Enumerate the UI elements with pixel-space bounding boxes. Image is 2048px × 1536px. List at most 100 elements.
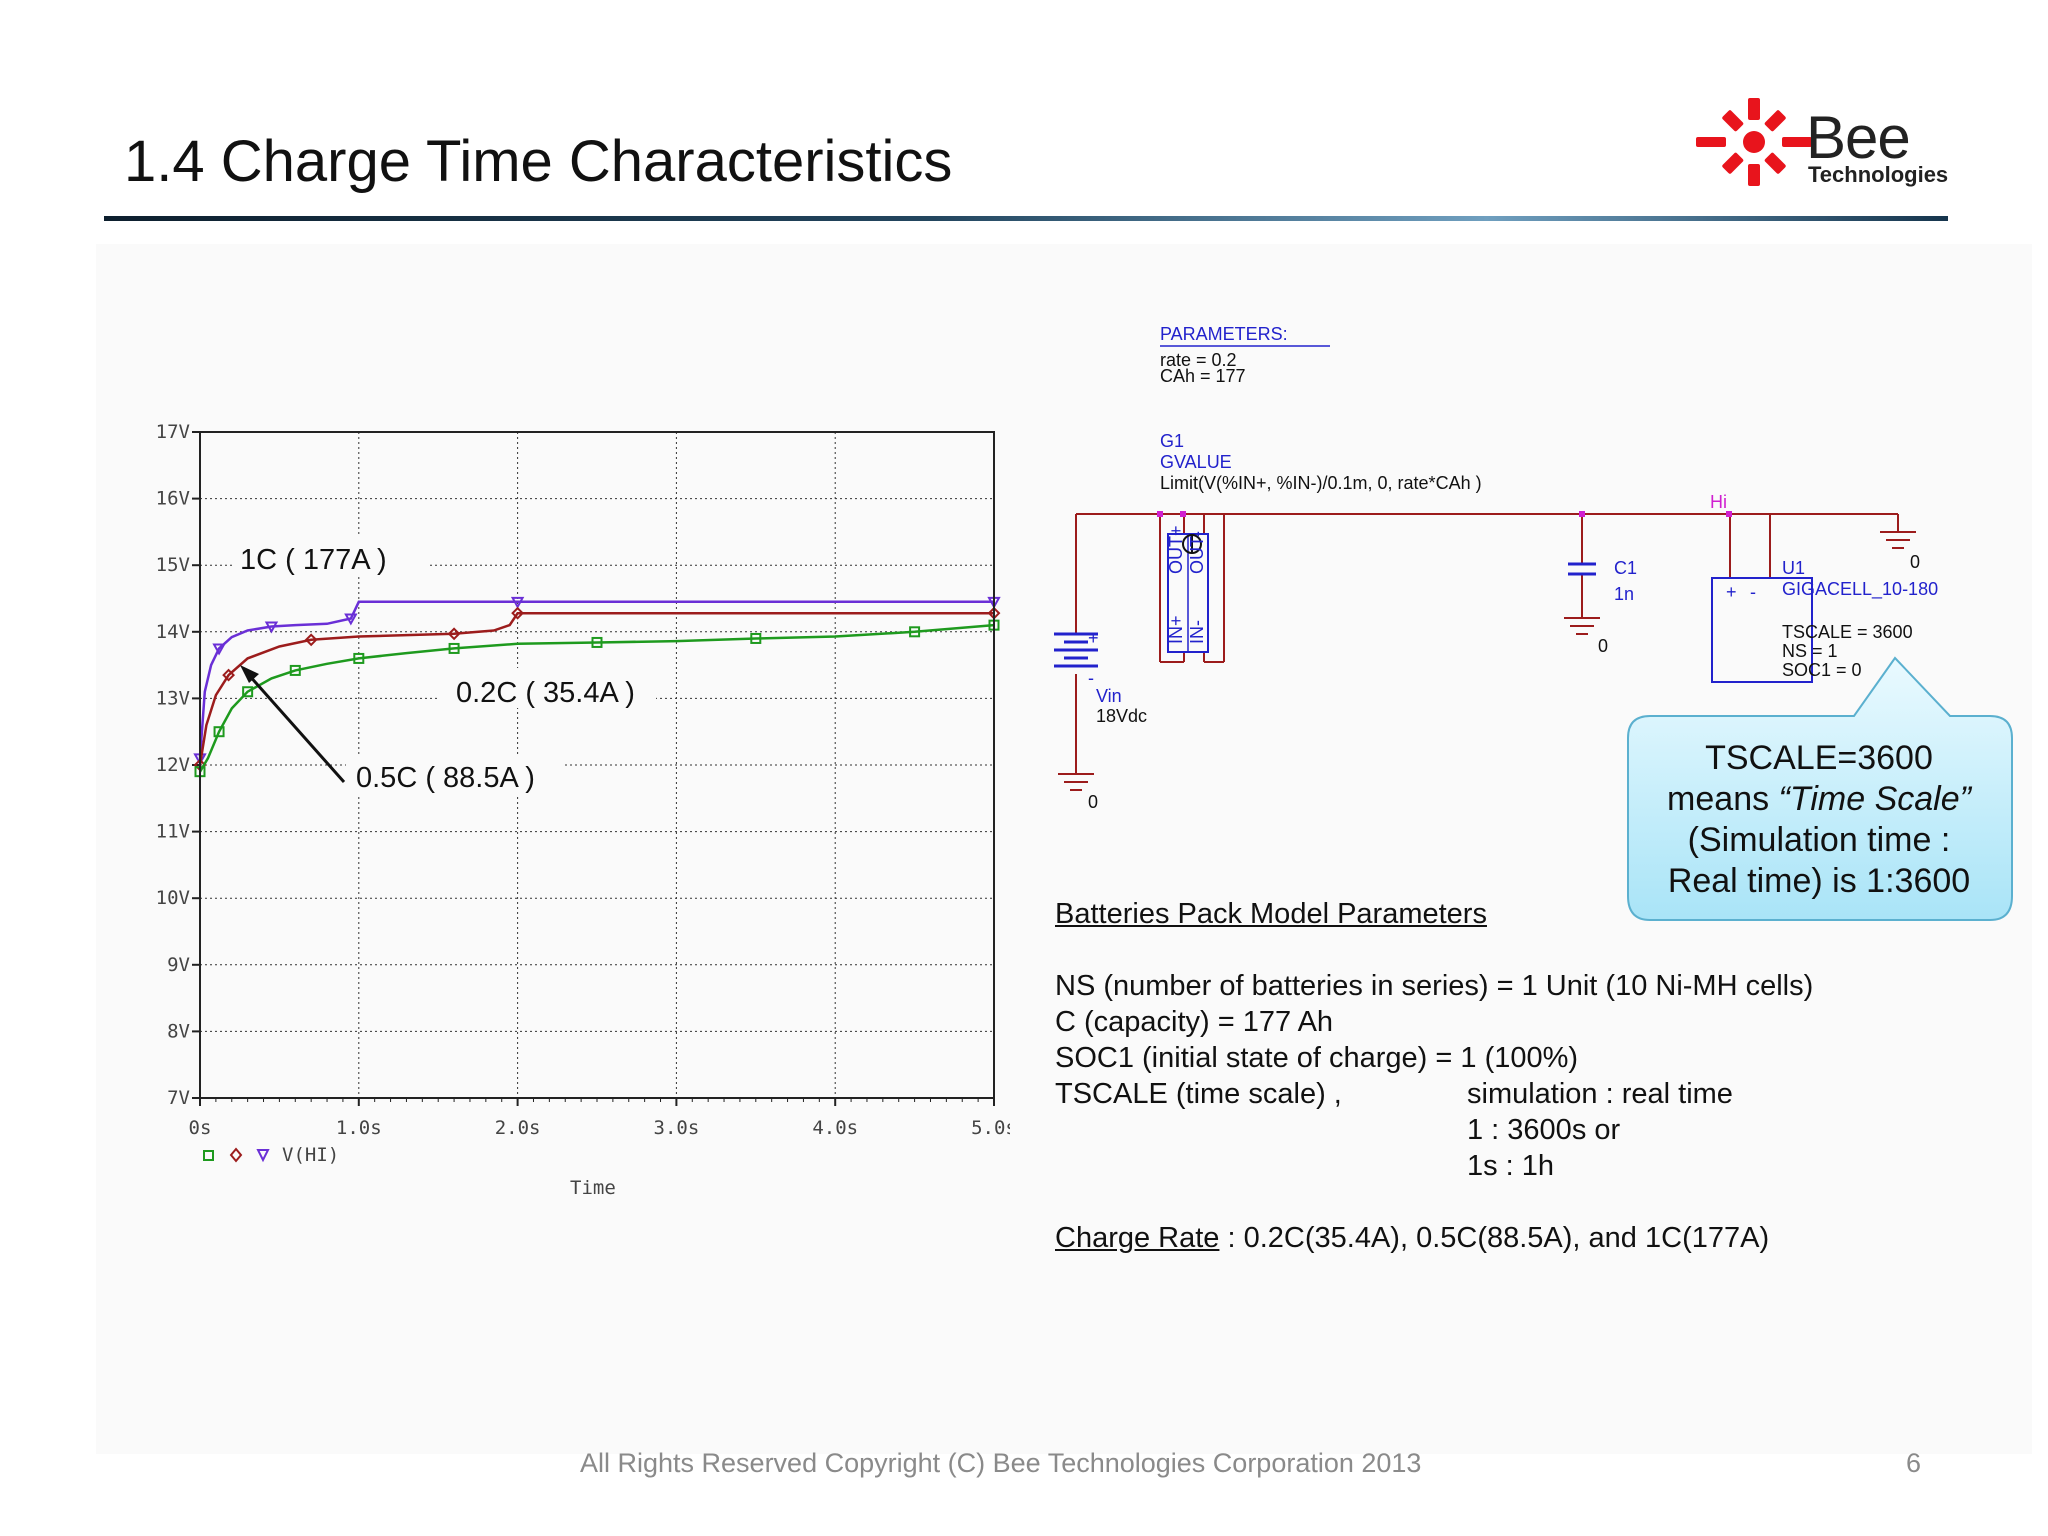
tscale-callout-bubble — [1627, 656, 2013, 921]
data-point — [242, 686, 254, 698]
circuit-schematic: PARAMETERS: rate = 0.2 CAh = 177 G1 GVAL… — [1054, 324, 1938, 812]
g1-type: GVALUE — [1160, 452, 1232, 472]
callout-line-1: TSCALE=3600 — [1705, 739, 1933, 777]
y-tick-label: 12V — [156, 754, 190, 776]
c1-name: C1 — [1614, 558, 1637, 578]
chart-legend: V(HI) — [203, 1144, 339, 1166]
data-point — [447, 627, 461, 641]
tscale-value-1: simulation : real time — [1467, 1078, 1733, 1110]
u1-ns: NS = 1 — [1782, 641, 1838, 661]
tscale-callout-text: TSCALE=3600 means “Time Scale” (Simulati… — [1624, 738, 2014, 902]
pin-out-plus: OUT+ — [1166, 525, 1186, 574]
ground-label-vin: 0 — [1088, 792, 1098, 812]
param-cah: CAh = 177 — [1160, 366, 1246, 386]
u1-model: GIGACELL_10-180 — [1782, 579, 1938, 600]
ground-symbol-c1 — [1564, 617, 1600, 635]
ground-symbol-u1 — [1880, 531, 1916, 549]
battery-parameters-block: Batteries Pack Model Parameters NS (numb… — [1055, 896, 1895, 1256]
x-tick-label: 1.0s — [336, 1117, 382, 1139]
pin-out-minus: OUT- — [1187, 531, 1207, 574]
x-tick-label: 2.0s — [495, 1117, 541, 1139]
param-soc: SOC1 (initial state of charge) = 1 (100%… — [1055, 1042, 1579, 1074]
param-rate: rate = 0.2 — [1160, 350, 1237, 370]
page-number: 6 — [1906, 1448, 1922, 1478]
u1-battery-block — [1711, 577, 1813, 683]
pin-in-minus: IN- — [1187, 620, 1207, 644]
y-tick-label: 14V — [156, 621, 190, 643]
param-tscale: TSCALE (time scale) , simulation : real t… — [1055, 1076, 1895, 1112]
y-axis-ticks: 7V 8V 9V 10V 11V 12V 13V 14V 15V 16V 17V — [156, 421, 200, 1109]
annotation-1c: 1C ( 177A ) — [234, 536, 430, 576]
annotation-02c-label: 0.2C ( 35.4A ) — [456, 677, 635, 709]
callout-line-2: means “Time Scale” — [1667, 780, 1971, 818]
param-capacity: C (capacity) = 177 Ah — [1055, 1006, 1334, 1038]
charge-rate-value: : 0.2C(35.4A), 0.5C(88.5A), and 1C(177A) — [1219, 1222, 1770, 1254]
x-axis-ticks: 0s 1.0s 2.0s 3.0s 4.0s 5.0s — [189, 1098, 1010, 1139]
tscale-value-2: 1 : 3600s or — [1467, 1114, 1621, 1146]
y-tick-label: 17V — [156, 421, 190, 443]
x-axis-label: Time — [570, 1177, 616, 1199]
callout-line-3: (Simulation time : — [1687, 821, 1951, 859]
tscale-value-2-row: 1 : 3600s or — [1055, 1112, 1895, 1148]
data-point — [222, 668, 235, 682]
vin-name: Vin — [1096, 686, 1122, 706]
ground-label-c1: 0 — [1598, 636, 1608, 656]
logo-subtitle: Technologies — [1808, 162, 1948, 187]
data-point — [344, 613, 358, 626]
data-point — [304, 633, 318, 647]
title-rule — [104, 216, 1948, 221]
parameters-title: PARAMETERS: — [1160, 324, 1288, 344]
chart-grid — [200, 432, 994, 1098]
y-tick-label: 15V — [156, 554, 190, 576]
legend-diamond-marker — [229, 1147, 243, 1163]
data-point — [353, 652, 365, 664]
y-tick-label: 8V — [167, 1020, 190, 1042]
y-tick-label: 16V — [156, 488, 190, 510]
vin-plus: + — [1088, 628, 1099, 648]
series-3 — [194, 619, 1000, 778]
u1-tscale: TSCALE = 3600 — [1782, 622, 1913, 642]
u1-minus: - — [1750, 582, 1756, 602]
y-tick-label: 10V — [156, 887, 190, 909]
data-point — [510, 596, 525, 609]
annotation-arrow — [240, 665, 346, 783]
callout-line-4: Real time) is 1:3600 — [1667, 862, 1971, 900]
bee-technologies-logo: Bee Technologies — [1696, 98, 1948, 187]
data-point — [750, 632, 762, 644]
c1-value: 1n — [1614, 584, 1634, 604]
x-tick-label: 4.0s — [812, 1117, 858, 1139]
params-heading: Batteries Pack Model Parameters — [1055, 898, 1487, 930]
vin-battery-symbol — [1054, 632, 1098, 668]
series-line — [198, 611, 994, 766]
x-tick-label: 3.0s — [654, 1117, 700, 1139]
copyright-footer: All Rights Reserved Copyright (C) Bee Te… — [580, 1448, 1422, 1478]
u1-soc: SOC1 = 0 — [1782, 660, 1862, 680]
annotation-1c-label: 1C ( 177A ) — [240, 544, 387, 576]
annotation-05c-label: 0.5C ( 88.5A ) — [356, 762, 535, 794]
legend-square-marker — [203, 1150, 214, 1161]
g1-name: G1 — [1160, 431, 1184, 451]
ground-symbol-vin — [1058, 773, 1094, 791]
c1-capacitor-symbol — [1568, 562, 1596, 576]
pin-in-plus: IN+ — [1166, 615, 1186, 644]
param-charge-rate: Charge Rate : 0.2C(35.4A), 0.5C(88.5A), … — [1055, 1220, 1895, 1256]
data-point — [264, 621, 279, 634]
net-junctions — [1157, 511, 1732, 517]
charge-voltage-chart: 7V 8V 9V 10V 11V 12V 13V 14V 15V 16V 17V 0s 1.0s 2.0… — [156, 421, 1010, 1199]
slide-title: 1.4 Charge Time Characteristics — [124, 129, 953, 194]
data-point — [909, 626, 921, 638]
plot-frame — [199, 431, 995, 1099]
charge-rate-label: Charge Rate — [1055, 1222, 1220, 1254]
param-ns: NS (number of batteries in series) = 1 U… — [1055, 970, 1814, 1002]
data-point — [591, 636, 603, 648]
y-tick-label: 11V — [156, 821, 190, 843]
vin-value: 18Vdc — [1096, 706, 1147, 726]
logo-brand: Bee — [1806, 104, 1910, 171]
net-label-hi: Hi — [1710, 492, 1727, 512]
series-line — [198, 600, 994, 759]
annotation-05c: 0.5C ( 88.5A ) — [346, 754, 562, 794]
y-tick-label: 13V — [156, 687, 190, 709]
legend-label: V(HI) — [282, 1144, 339, 1166]
g1-source-symbol: OUT+ OUT- IN+ IN- — [1166, 525, 1209, 653]
data-point — [212, 643, 226, 656]
